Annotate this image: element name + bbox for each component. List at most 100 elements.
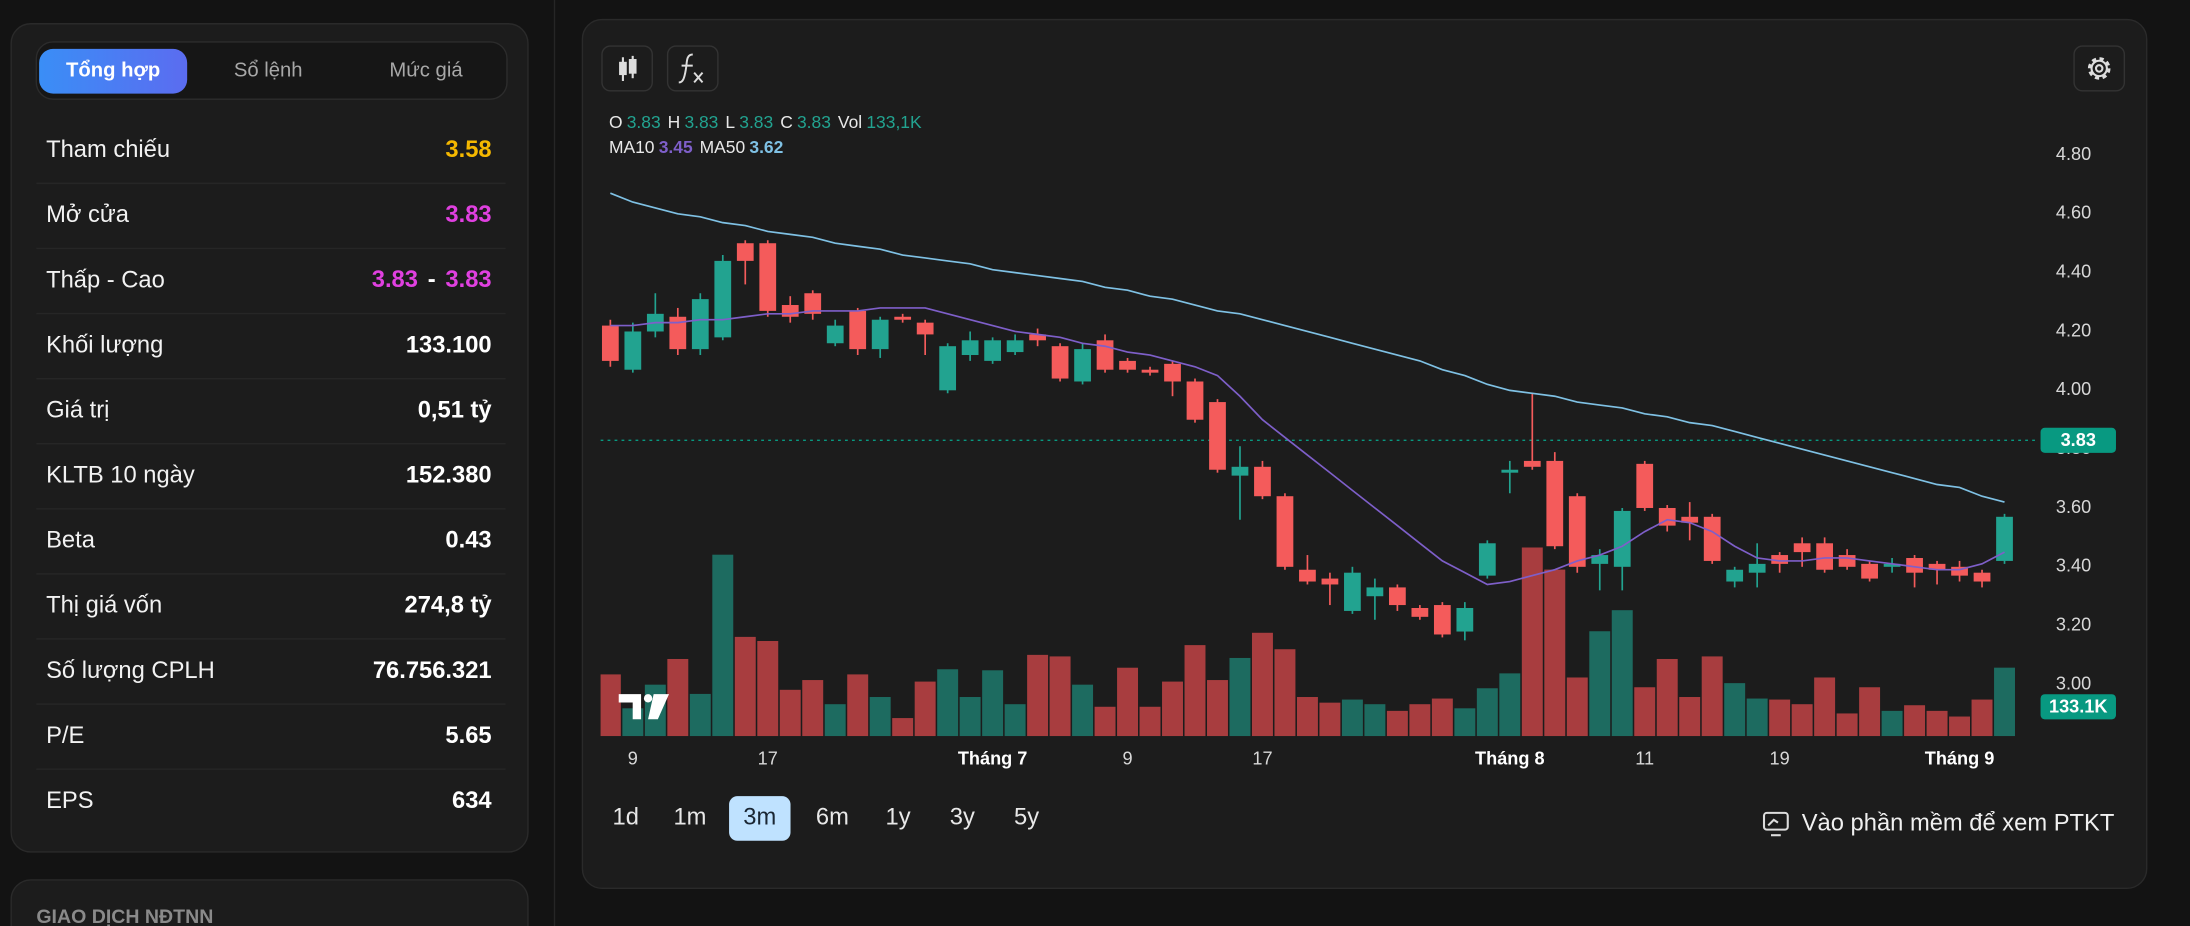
tv-logo bbox=[618, 694, 670, 720]
price-axis: 3.003.203.403.603.804.004.204.404.604.80… bbox=[2040, 144, 2116, 720]
range-button[interactable]: 6m bbox=[816, 805, 849, 831]
candle-body bbox=[1703, 516, 1721, 561]
stat-label: KLTB 10 ngày bbox=[46, 463, 195, 489]
candle-body bbox=[871, 319, 889, 350]
candle-body bbox=[1209, 402, 1226, 470]
volume-bar bbox=[1904, 705, 1926, 737]
indicator-button[interactable] bbox=[666, 45, 719, 92]
volume-bar bbox=[1679, 697, 1701, 737]
candle-body bbox=[1141, 369, 1159, 373]
range-button[interactable]: 1m bbox=[673, 805, 706, 831]
volume-bar bbox=[1566, 677, 1588, 737]
candle-body bbox=[849, 310, 867, 350]
candle-body bbox=[1568, 496, 1586, 567]
volume-bar bbox=[1701, 656, 1723, 737]
range-button[interactable]: 1y bbox=[886, 805, 911, 831]
stat-value: 634 bbox=[452, 788, 492, 814]
volume-bar bbox=[1476, 688, 1498, 737]
x-tick-label: 17 bbox=[758, 749, 778, 769]
stat-label: EPS bbox=[46, 788, 93, 814]
volume-bar bbox=[600, 674, 621, 737]
volume-bar bbox=[1859, 687, 1881, 737]
volume-bar bbox=[1589, 631, 1611, 737]
tab[interactable]: Tổng hợp bbox=[66, 60, 160, 82]
stat-high: 3.83 bbox=[445, 267, 491, 293]
last-price-badge bbox=[2040, 427, 2116, 453]
volume-bar bbox=[1836, 713, 1858, 737]
volume-bar bbox=[1072, 684, 1094, 737]
settings-button[interactable] bbox=[2073, 45, 2126, 92]
stat-separator: - bbox=[428, 267, 436, 293]
candle-body bbox=[1456, 607, 1474, 632]
volume-bar bbox=[1994, 667, 2015, 737]
stat-label: Khối lượng bbox=[46, 332, 163, 358]
legend-key: C bbox=[780, 112, 793, 132]
x-tick-label: 17 bbox=[1252, 749, 1272, 769]
volume-bar bbox=[1971, 699, 1993, 737]
range-selector: 1d 1m 3m 6m 1y 3y 5y bbox=[613, 796, 1039, 841]
volume-bar bbox=[757, 641, 779, 737]
candle-body bbox=[1906, 557, 1923, 573]
candle-button[interactable] bbox=[601, 45, 653, 92]
tab[interactable]: Mức giá bbox=[389, 60, 463, 82]
volume-bar bbox=[1386, 710, 1408, 737]
candle-body bbox=[1478, 543, 1496, 576]
legend-key: Vol bbox=[838, 112, 862, 132]
x-tick-label: 19 bbox=[1770, 749, 1790, 769]
plot bbox=[600, 192, 2040, 737]
volume-bar bbox=[1319, 702, 1341, 737]
volume-bar bbox=[914, 681, 936, 737]
ohlc-legend: O 3.83 H 3.83 L 3.83 C 3.83 Vol 133,1K bbox=[609, 112, 922, 132]
legend-key: H bbox=[668, 112, 681, 132]
x-tick-label: Tháng 9 bbox=[1925, 749, 1995, 769]
candle-body bbox=[1164, 363, 1181, 382]
legend-key: MA50 bbox=[700, 137, 746, 157]
candle-body bbox=[826, 325, 844, 344]
candle-body bbox=[1231, 466, 1249, 476]
volume-bar bbox=[779, 689, 801, 737]
tabs: Tổng hợp Sổ lệnh Mức giá bbox=[39, 48, 463, 94]
stat-value: 274,8 tỷ bbox=[405, 593, 493, 619]
volume-bar bbox=[1229, 657, 1251, 737]
y-tick-label: 3.00 bbox=[2056, 673, 2091, 693]
candle-body bbox=[1771, 555, 1789, 564]
candle-body bbox=[736, 243, 754, 261]
candle-body bbox=[1006, 340, 1024, 353]
candle-body bbox=[759, 243, 777, 311]
volume-bar bbox=[1746, 698, 1768, 737]
volume-bar bbox=[869, 697, 891, 737]
candle-body bbox=[1389, 587, 1406, 606]
volume-bar bbox=[1656, 658, 1678, 737]
tab[interactable]: Sổ lệnh bbox=[234, 60, 303, 82]
candle-body bbox=[804, 293, 822, 314]
volume-bar bbox=[1341, 699, 1363, 737]
candle-body bbox=[1748, 563, 1766, 573]
legend-value: 3.62 bbox=[749, 137, 783, 157]
candle-body bbox=[1546, 460, 1564, 547]
y-tick-label: 4.20 bbox=[2056, 320, 2091, 340]
volume-bar bbox=[734, 636, 756, 737]
range-button[interactable]: 3y bbox=[950, 805, 975, 831]
volume-bar bbox=[667, 658, 689, 737]
candle-body bbox=[1186, 381, 1204, 420]
volume-bar bbox=[959, 697, 981, 737]
last-volume-label: 133.1K bbox=[2049, 696, 2108, 716]
volume-bar bbox=[1544, 569, 1566, 737]
cta-label[interactable]: Vào phần mềm để xem PTKT bbox=[1802, 810, 2115, 836]
cta[interactable]: Vào phần mềm để xem PTKT bbox=[1762, 810, 2115, 836]
range-button[interactable]: 3m bbox=[743, 805, 776, 831]
candle-body bbox=[669, 316, 687, 350]
volume-bar bbox=[1724, 683, 1746, 737]
y-tick-label: 3.60 bbox=[2056, 497, 2091, 517]
volume-bar bbox=[1431, 698, 1453, 737]
range-button[interactable]: 5y bbox=[1014, 805, 1039, 831]
legend-key: L bbox=[725, 112, 735, 132]
volume-bar bbox=[1184, 645, 1206, 737]
candle-body bbox=[1613, 510, 1631, 567]
range-button[interactable]: 1d bbox=[613, 805, 639, 831]
candle-body bbox=[894, 316, 912, 320]
stat-label: Số lượng CPLH bbox=[46, 658, 215, 684]
foreign-trade-card bbox=[10, 879, 529, 926]
candle-body bbox=[961, 340, 979, 356]
